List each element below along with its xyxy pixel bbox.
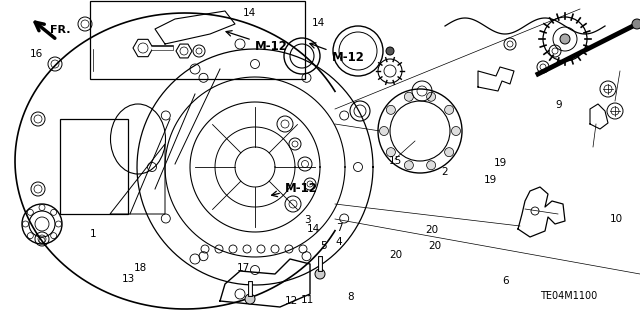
Circle shape	[386, 47, 394, 55]
Text: 18: 18	[134, 263, 147, 273]
Text: 4: 4	[336, 237, 342, 248]
Text: M-12: M-12	[271, 182, 317, 197]
Text: 6: 6	[502, 276, 509, 286]
Text: 16: 16	[30, 48, 43, 59]
Circle shape	[427, 92, 436, 101]
Circle shape	[560, 34, 570, 44]
Bar	[90, 1, 305, 79]
Circle shape	[315, 269, 325, 279]
Circle shape	[380, 127, 388, 136]
Text: M-12: M-12	[226, 31, 287, 53]
Text: 5: 5	[320, 241, 326, 251]
Text: M-12: M-12	[310, 43, 364, 64]
Text: 1: 1	[90, 229, 96, 240]
Text: 19: 19	[494, 158, 507, 168]
Text: 20: 20	[389, 250, 402, 260]
Text: 7: 7	[336, 223, 342, 233]
Text: 13: 13	[122, 274, 134, 284]
Circle shape	[632, 19, 640, 29]
Text: 17: 17	[237, 263, 250, 273]
Text: 20: 20	[429, 241, 442, 251]
Circle shape	[451, 127, 461, 136]
Text: 3: 3	[304, 215, 310, 225]
Text: 2: 2	[442, 167, 448, 177]
Text: 14: 14	[312, 18, 325, 28]
Circle shape	[445, 148, 454, 157]
Text: FR.: FR.	[50, 25, 70, 35]
Text: 8: 8	[348, 292, 354, 302]
Text: 15: 15	[389, 156, 402, 166]
Text: 14: 14	[307, 224, 320, 234]
Circle shape	[427, 161, 436, 170]
Text: 14: 14	[243, 8, 256, 19]
Circle shape	[387, 148, 396, 157]
Bar	[60, 119, 128, 214]
Text: 19: 19	[484, 175, 497, 185]
Text: 9: 9	[556, 100, 562, 110]
Text: 20: 20	[425, 225, 438, 235]
Text: 12: 12	[285, 296, 298, 307]
Circle shape	[404, 92, 413, 101]
Circle shape	[445, 105, 454, 114]
Text: 11: 11	[301, 295, 314, 305]
Text: 10: 10	[610, 213, 623, 224]
Text: TE04M1100: TE04M1100	[540, 291, 597, 301]
Circle shape	[404, 161, 413, 170]
Circle shape	[245, 294, 255, 304]
Circle shape	[387, 105, 396, 114]
